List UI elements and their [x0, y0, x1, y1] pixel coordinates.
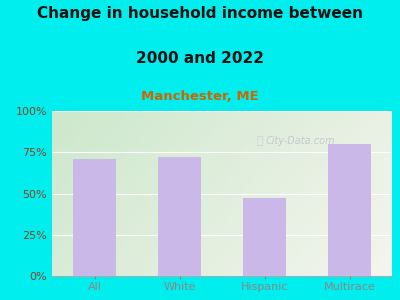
Text: 2000 and 2022: 2000 and 2022 [136, 51, 264, 66]
Bar [243, 199, 286, 276]
Text: Change in household income between: Change in household income between [37, 6, 363, 21]
Text: ⓘ: ⓘ [256, 136, 263, 146]
Bar [158, 157, 201, 276]
Bar [328, 144, 371, 276]
Text: City-Data.com: City-Data.com [265, 136, 335, 146]
Bar [73, 159, 116, 276]
Text: Manchester, ME: Manchester, ME [141, 90, 259, 103]
